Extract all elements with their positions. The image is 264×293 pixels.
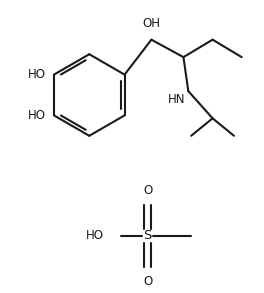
Text: HN: HN [168,93,185,106]
Text: HO: HO [86,229,104,242]
Text: S: S [143,229,152,242]
Text: O: O [143,275,152,288]
Text: HO: HO [28,68,46,81]
Text: OH: OH [142,17,161,30]
Text: O: O [143,184,152,197]
Text: HO: HO [28,109,46,122]
